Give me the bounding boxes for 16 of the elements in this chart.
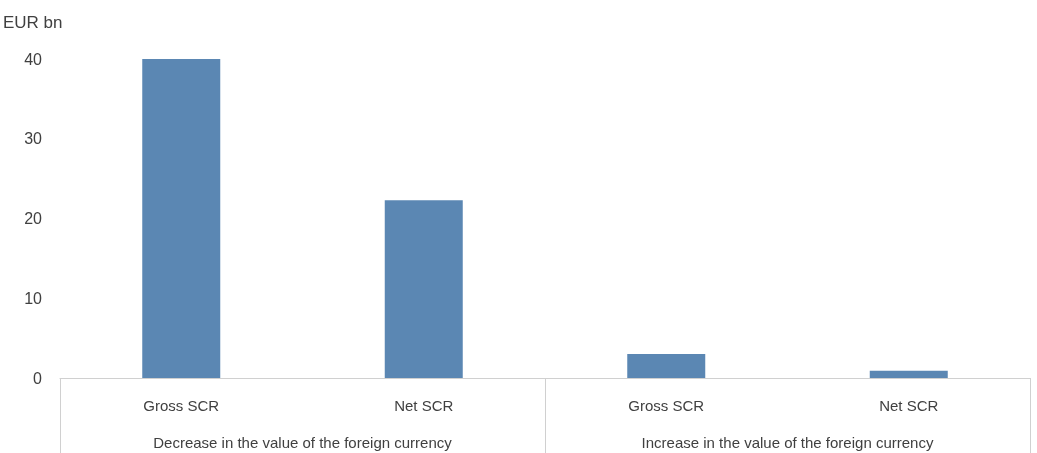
- y-axis-title: EUR bn: [3, 13, 63, 32]
- bar: [384, 200, 463, 378]
- bar: [627, 354, 706, 378]
- y-tick-label: 30: [24, 130, 43, 148]
- y-tick-label: 40: [24, 50, 43, 68]
- text: Increase in the value of the foreign currency: [641, 433, 934, 451]
- bar: [142, 59, 221, 378]
- bar: [869, 370, 948, 378]
- text: Decrease in the value of the foreign currency: [153, 433, 453, 451]
- x-tick-label: Gross SCR: [143, 397, 220, 414]
- y-tick-label: 0: [33, 369, 43, 387]
- y-tick-label: 10: [24, 289, 43, 307]
- x-tick-label: Gross SCR: [628, 397, 705, 414]
- x-tick-label: Net SCR: [879, 397, 939, 414]
- x-tick-label: Net SCR: [394, 397, 454, 414]
- y-tick-label: 20: [24, 210, 43, 227]
